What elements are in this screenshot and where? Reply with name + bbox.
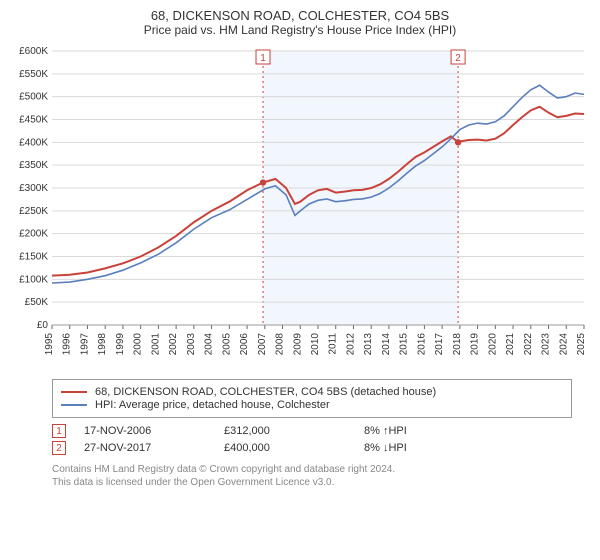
svg-text:2005: 2005 (221, 333, 232, 356)
sale-marker: 2 (52, 441, 66, 455)
sale-row: 2 27-NOV-2017£400,0008% HPI (52, 441, 592, 455)
svg-text:2010: 2010 (310, 333, 321, 356)
svg-text:£400K: £400K (19, 137, 48, 148)
svg-text:2020: 2020 (487, 333, 498, 356)
svg-text:2024: 2024 (558, 333, 569, 356)
svg-text:£350K: £350K (19, 160, 48, 171)
svg-text:1997: 1997 (79, 333, 90, 356)
legend-label: 68, DICKENSON ROAD, COLCHESTER, CO4 5BS … (95, 386, 436, 398)
legend-item: 68, DICKENSON ROAD, COLCHESTER, CO4 5BS … (61, 386, 563, 398)
svg-text:£100K: £100K (19, 274, 48, 285)
svg-text:2025: 2025 (576, 333, 587, 356)
svg-text:2000: 2000 (133, 333, 144, 356)
svg-text:2023: 2023 (541, 333, 552, 356)
svg-text:2: 2 (455, 53, 461, 64)
price-chart: £0 £50K £100K £150K £200K £250K £300K £350K £400… (8, 43, 592, 373)
sale-delta: 8% HPI (364, 425, 504, 437)
svg-text:2003: 2003 (186, 333, 197, 356)
svg-text:£500K: £500K (19, 92, 48, 103)
svg-text:2021: 2021 (505, 333, 516, 356)
sale-marker: 1 (52, 424, 66, 438)
legend-label: HPI: Average price, detached house, Colc… (95, 399, 330, 411)
svg-text:2009: 2009 (292, 333, 303, 356)
svg-text:£200K: £200K (19, 229, 48, 240)
svg-text:2006: 2006 (239, 333, 250, 356)
svg-text:2007: 2007 (257, 333, 268, 356)
footer-line-1: Contains HM Land Registry data © Crown c… (52, 463, 592, 476)
attribution-footer: Contains HM Land Registry data © Crown c… (52, 463, 592, 489)
svg-text:2012: 2012 (345, 333, 356, 356)
svg-text:2019: 2019 (470, 333, 481, 356)
svg-text:2011: 2011 (328, 333, 339, 355)
legend: 68, DICKENSON ROAD, COLCHESTER, CO4 5BS … (52, 379, 572, 418)
svg-text:2004: 2004 (204, 333, 215, 356)
svg-text:2018: 2018 (452, 333, 463, 356)
sale-price: £312,000 (224, 425, 364, 437)
svg-text:1: 1 (260, 53, 266, 64)
svg-text:1995: 1995 (44, 333, 55, 356)
page-title: 68, DICKENSON ROAD, COLCHESTER, CO4 5BS (8, 8, 592, 23)
sale-row: 1 17-NOV-2006£312,0008% HPI (52, 424, 592, 438)
footer-line-2: This data is licensed under the Open Gov… (52, 476, 592, 489)
sale-delta: 8% HPI (364, 442, 504, 454)
sale-price: £400,000 (224, 442, 364, 454)
page-subtitle: Price paid vs. HM Land Registry's House … (8, 23, 592, 37)
svg-text:£600K: £600K (19, 46, 48, 57)
legend-item: HPI: Average price, detached house, Colc… (61, 399, 563, 411)
svg-text:2014: 2014 (381, 333, 392, 356)
svg-text:2001: 2001 (150, 333, 161, 356)
sales-table: 1 17-NOV-2006£312,0008% HPI 2 27-NOV-2017£4… (8, 424, 592, 455)
svg-text:2008: 2008 (275, 333, 286, 356)
svg-text:2013: 2013 (363, 333, 374, 356)
svg-text:1996: 1996 (62, 333, 73, 356)
sale-date: 17-NOV-2006 (84, 425, 224, 437)
svg-text:£250K: £250K (19, 206, 48, 217)
svg-text:2002: 2002 (168, 333, 179, 356)
svg-text:£0: £0 (37, 320, 49, 331)
svg-text:2015: 2015 (399, 333, 410, 356)
svg-text:£550K: £550K (19, 69, 48, 80)
sale-date: 27-NOV-2017 (84, 442, 224, 454)
chart-container: £0 £50K £100K £150K £200K £250K £300K £350K £400… (8, 43, 592, 373)
svg-text:1999: 1999 (115, 333, 126, 356)
legend-swatch (61, 391, 87, 393)
svg-text:2022: 2022 (523, 333, 534, 356)
svg-text:1998: 1998 (97, 333, 108, 356)
svg-text:£450K: £450K (19, 115, 48, 126)
svg-text:2017: 2017 (434, 333, 445, 356)
svg-text:£300K: £300K (19, 183, 48, 194)
svg-text:2016: 2016 (416, 333, 427, 356)
svg-text:£50K: £50K (25, 297, 49, 308)
svg-text:£150K: £150K (19, 252, 48, 263)
legend-swatch (61, 404, 87, 406)
